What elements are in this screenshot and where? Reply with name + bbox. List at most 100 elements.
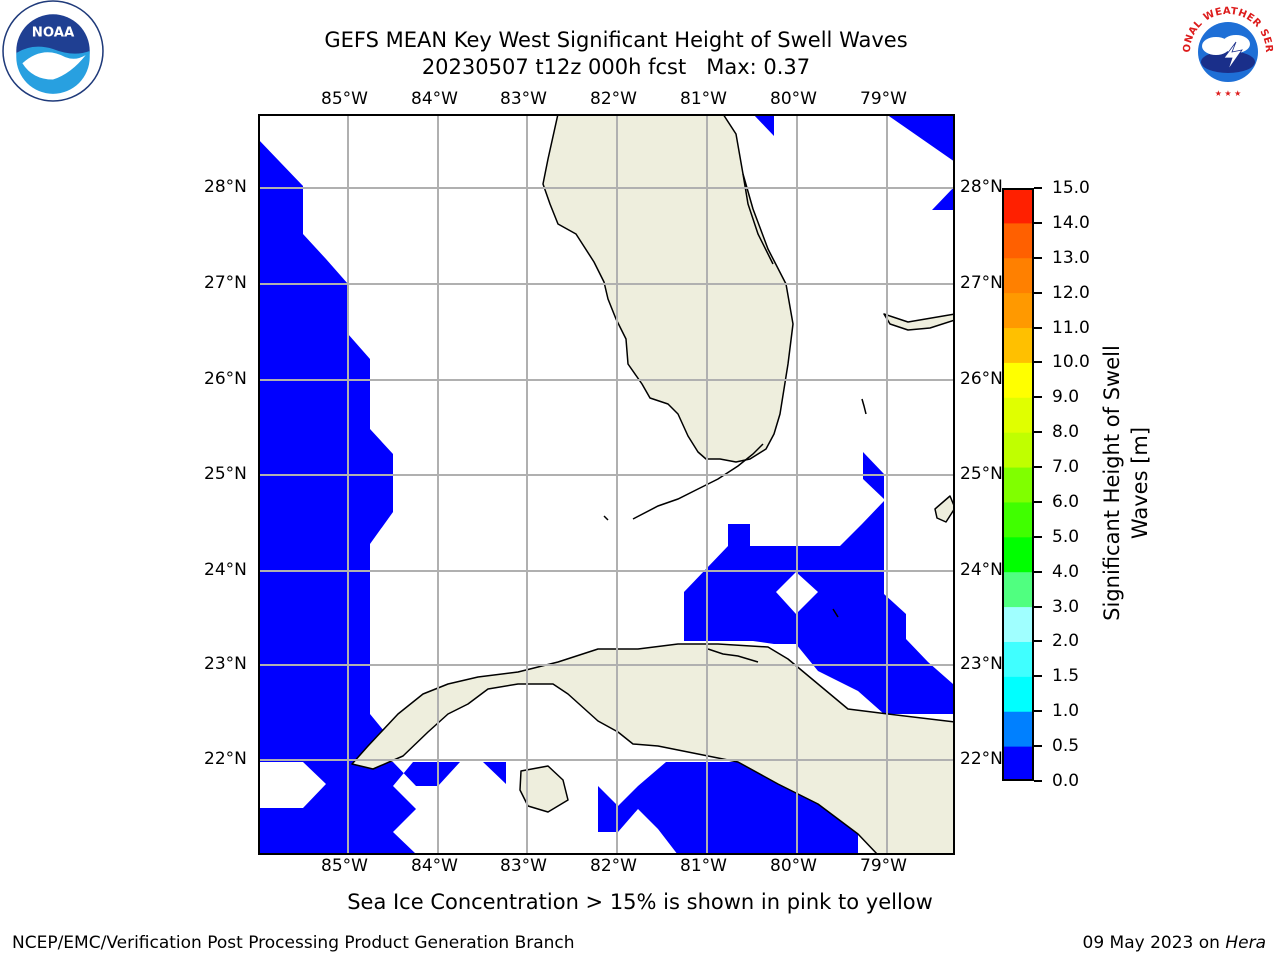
bahamas-grand-bahama [861,398,867,415]
colorbar-bin [1002,257,1034,294]
lon-label-bottom: 79°W [860,856,907,876]
lat-label-right: 24°N [960,560,1003,580]
lon-label-top: 81°W [680,89,727,109]
swell-region-north [753,114,774,136]
colorbar-tick-mark [1034,466,1042,469]
colorbar-tick-mark [1034,640,1042,643]
swell-region-northeast [886,114,955,162]
colorbar-tick-mark [1034,396,1042,399]
lat-label-left: 22°N [204,749,247,769]
colorbar-tick-label: 1.0 [1052,701,1080,722]
lon-label-top: 85°W [321,89,368,109]
colorbar-tick-label: 13.0 [1052,247,1090,268]
colorbar-tick-label: 7.0 [1052,457,1080,478]
lat-label-left: 26°N [204,369,247,389]
colorbar-tick-label: 2.0 [1052,631,1080,652]
colorbar-bin [1002,676,1034,712]
svg-text:★ ★ ★: ★ ★ ★ [1215,89,1242,98]
colorbar-border [1002,188,1034,781]
colorbar-bin [1002,711,1034,747]
colorbar-tick-label: 4.0 [1052,561,1080,582]
lat-label-right: 28°N [960,177,1003,197]
lat-label-right: 22°N [960,749,1003,769]
colorbar-tick-mark [1034,745,1042,748]
colorbar-tick-label: 3.0 [1052,596,1080,617]
generation-date-text: 09 May 2023 on [1082,933,1220,953]
colorbar-bin [1002,746,1034,781]
colorbar-bin [1002,467,1034,503]
swell-region-southwest [258,762,506,855]
lat-label-left: 28°N [204,177,247,197]
colorbar-tick-mark [1034,570,1042,573]
lon-label-top: 84°W [411,89,458,109]
generation-date: 09 May 2023 on Hera [1083,933,1267,953]
colorbar-tick-mark [1034,291,1042,294]
host-name: Hera [1225,933,1266,953]
colorbar-tick-mark [1034,221,1042,224]
producer-credit: NCEP/EMC/Verification Post Processing Pr… [12,933,575,953]
noaa-logo-icon: NOAA [2,0,104,102]
colorbar-bin [1002,222,1034,259]
colorbar-bin [1002,327,1034,363]
colorbar-bin [1002,188,1034,224]
colorbar-tick-mark [1034,500,1042,503]
lon-label-bottom: 83°W [500,856,547,876]
colorbar-tick-label: 12.0 [1052,282,1090,303]
colorbar-bin [1002,362,1034,398]
florida-peninsula [542,114,794,463]
colorbar-bin [1002,292,1034,329]
lon-label-bottom: 82°W [590,856,637,876]
cay-sal [832,608,839,618]
cuba-north-keys [707,648,759,663]
lon-label-bottom: 85°W [321,856,368,876]
colorbar-tick-mark [1034,535,1042,538]
lat-label-right: 26°N [960,369,1003,389]
lon-label-top: 79°W [860,89,907,109]
colorbar-tick-mark [1034,605,1042,608]
colorbar-bin [1002,536,1034,573]
colorbar-tick-label: 6.0 [1052,491,1080,512]
colorbar-tick-mark [1034,710,1042,713]
colorbar-tick-mark [1034,361,1042,364]
colorbar-tick-label: 0.0 [1052,771,1080,791]
colorbar-bin [1002,432,1034,468]
national-weather-service-logo-icon: NATIONAL WEATHER SERVICE ★ ★ ★ [1178,0,1276,100]
colorbar-bin [1002,501,1034,538]
colorbar-tick-mark [1034,431,1042,434]
bahamas-andros [883,313,955,331]
cuba [351,643,955,855]
lon-label-bottom: 84°W [411,856,458,876]
lon-label-top: 82°W [590,89,637,109]
colorbar-tick-mark [1034,675,1042,678]
colorbar-bin [1002,397,1034,433]
colorbar-tick-label: 0.5 [1052,736,1080,757]
colorbar-tick-label: 1.5 [1052,666,1080,687]
graticule [258,114,955,855]
colorbar-tick-label: 11.0 [1052,317,1090,338]
colorbar [1002,188,1034,781]
land-masses [351,114,955,855]
swell-height-map[interactable] [258,114,955,855]
colorbar-tick-label: 15.0 [1052,178,1090,198]
lat-label-left: 23°N [204,654,247,674]
lon-label-top: 80°W [770,89,817,109]
chart-title: GEFS MEAN Key West Significant Height of… [324,28,908,52]
dry-tortugas [603,515,609,521]
colorbar-bin [1002,641,1034,677]
colorbar-tick-mark [1034,780,1042,782]
map-border [258,114,955,855]
sea-ice-note: Sea Ice Concentration > 15% is shown in … [347,890,933,914]
lat-label-right: 25°N [960,464,1003,484]
lat-label-left: 24°N [204,560,247,580]
colorbar-tick-label: 9.0 [1052,387,1080,408]
lat-label-left: 27°N [204,273,247,293]
lon-label-top: 83°W [500,89,547,109]
colorbar-tick-mark [1034,187,1042,189]
swell-region-ne-edge [932,186,955,210]
svg-text:NOAA: NOAA [32,26,75,41]
swell-region-west [258,139,393,762]
colorbar-tick-label: 5.0 [1052,526,1080,547]
colorbar-tick-label: 10.0 [1052,352,1090,373]
swell-region-east [684,501,953,714]
lon-label-bottom: 81°W [680,856,727,876]
